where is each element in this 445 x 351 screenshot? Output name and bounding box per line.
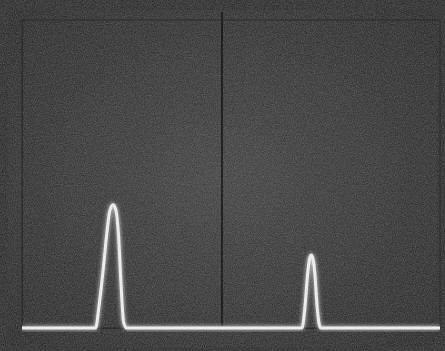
y-axis [22, 21, 23, 329]
graticule-line [221, 12, 223, 326]
background [0, 0, 445, 351]
y-axis-line [22, 21, 23, 329]
screen-noise [0, 0, 445, 351]
chart-svg [0, 0, 445, 351]
plot-frame [22, 20, 440, 328]
trace-line [22, 205, 440, 328]
plot-area [22, 205, 440, 328]
chart-container [0, 0, 445, 351]
